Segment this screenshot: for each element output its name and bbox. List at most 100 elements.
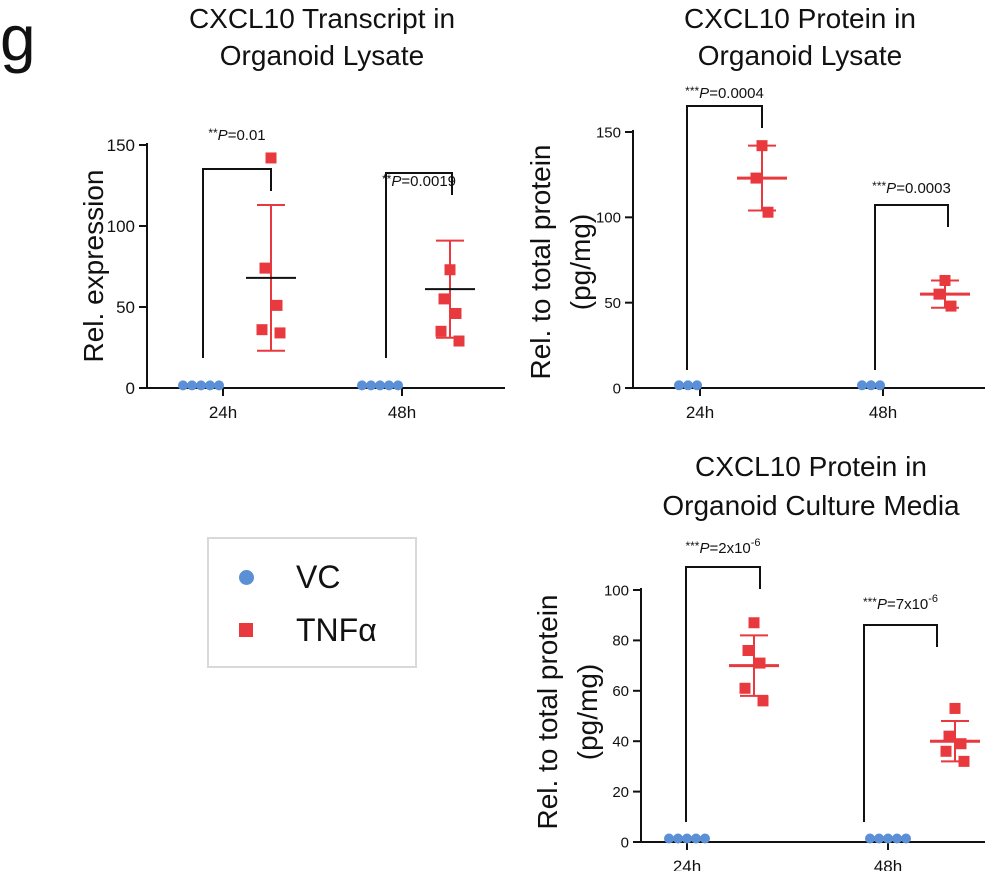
tnfa-data-point	[750, 172, 762, 184]
y-axis-label: (pg/mg)	[565, 214, 596, 310]
vc-data-point	[682, 833, 692, 844]
tnfa-data-point	[256, 324, 268, 336]
significance-bracket	[874, 204, 949, 370]
panel-letter: g	[0, 2, 36, 74]
y-axis-label: Rel. to total protein	[525, 144, 556, 379]
tnfa-data-point	[958, 755, 970, 767]
y-tick-label: 40	[612, 733, 629, 750]
tnfa-data-point	[940, 745, 952, 757]
vc-data-point	[178, 380, 188, 391]
tnfa-data-point	[949, 702, 961, 714]
vc-data-point	[901, 833, 911, 844]
legend-label-tnfa: TNFα	[296, 612, 377, 648]
y-tick-label: 80	[612, 633, 629, 650]
p-value-annotation: **P=0.01	[208, 126, 265, 144]
chart-panel-2: CXCL10 Protein in Organoid Lysate Rel. to …	[525, 3, 985, 422]
chart-title: CXCL10 Protein in	[684, 3, 916, 34]
chart-panel-1: CXCL10 Transcript in Organoid Lysate Rel. …	[78, 3, 505, 422]
tnfa-data-point	[955, 738, 967, 750]
tnfa-data-point	[748, 617, 760, 629]
tnfa-data-point	[453, 335, 465, 347]
tnfa-data-point	[756, 140, 768, 152]
p-value-annotation: ***P=0.0004	[685, 84, 764, 102]
vc-data-point	[875, 380, 885, 391]
vc-data-point	[375, 380, 385, 391]
tnfa-data-point	[943, 730, 955, 742]
tnfa-data-point	[739, 682, 751, 694]
tnfa-data-point	[945, 300, 957, 312]
tnfa-data-point	[435, 325, 447, 337]
y-tick-label: 0	[126, 379, 135, 398]
vc-data-point	[892, 833, 902, 844]
legend-item-vc: VC	[239, 561, 340, 593]
tnfa-data-point	[933, 288, 945, 300]
chart-panel-3: CXCL10 Protein in Organoid Culture Media R…	[532, 451, 985, 871]
y-axis-label: (pg/mg)	[572, 664, 603, 760]
vc-data-point	[674, 380, 684, 391]
x-tick-label: 48h	[874, 857, 902, 871]
y-tick-label: 50	[116, 298, 135, 317]
significance-bracket	[685, 566, 761, 822]
chart-title: Organoid Lysate	[698, 40, 902, 71]
y-tick-label: 60	[612, 683, 629, 700]
vc-data-point	[865, 833, 875, 844]
x-tick-label: 24h	[686, 403, 714, 422]
vc-data-point	[664, 833, 674, 844]
vc-circle-marker	[239, 569, 254, 585]
y-tick-label: 0	[613, 380, 621, 397]
vc-data-point	[393, 380, 403, 391]
tnfa-data-point	[450, 307, 462, 319]
vc-data-point	[700, 833, 710, 844]
legend-item-tnfa: TNFα	[239, 614, 377, 646]
p-value-annotation: ***P=2x10-6	[685, 537, 760, 557]
significance-bracket	[686, 105, 763, 370]
y-tick-label: 50	[604, 295, 621, 312]
tnfa-data-point	[757, 695, 769, 707]
tnfa-data-point	[265, 152, 277, 164]
tnfa-data-point	[742, 644, 754, 656]
tnfa-square-marker	[239, 623, 253, 637]
vc-data-point	[692, 380, 702, 391]
chart-title: CXCL10 Protein in	[695, 451, 927, 482]
legend-label-vc: VC	[296, 559, 341, 595]
x-tick-label: 48h	[869, 403, 897, 422]
y-tick-label: 100	[596, 210, 621, 227]
tnfa-data-point	[438, 293, 450, 305]
tnfa-data-point	[274, 327, 286, 339]
tnfa-data-point	[939, 274, 951, 286]
y-axis-label: Rel. expression	[78, 170, 109, 363]
significance-bracket	[863, 624, 938, 822]
p-value-annotation: ***P=7x10-6	[863, 593, 938, 613]
y-tick-label: 150	[107, 136, 135, 155]
chart-title: Organoid Lysate	[220, 40, 424, 71]
tnfa-data-point	[762, 206, 774, 218]
significance-bracket	[385, 172, 453, 358]
y-tick-label: 100	[604, 582, 629, 599]
x-tick-label: 48h	[388, 403, 416, 422]
y-tick-label: 0	[621, 834, 629, 851]
chart-title: CXCL10 Transcript in	[189, 3, 455, 34]
vc-data-point	[214, 380, 224, 391]
tnfa-data-point	[444, 264, 456, 276]
vc-data-point	[196, 380, 206, 391]
vc-data-point	[683, 380, 693, 391]
vc-data-point	[883, 833, 893, 844]
vc-data-point	[357, 380, 367, 391]
p-value-annotation: ***P=0.0003	[872, 179, 951, 197]
vc-data-point	[673, 833, 683, 844]
vc-data-point	[691, 833, 701, 844]
vc-data-point	[857, 380, 867, 391]
p-value-annotation: **P=0.0019	[382, 172, 456, 190]
y-tick-label: 150	[596, 124, 621, 141]
y-tick-label: 20	[612, 784, 629, 801]
tnfa-data-point	[754, 657, 766, 669]
y-axis-label: Rel. to total protein	[532, 594, 563, 829]
tnfa-data-point	[259, 262, 271, 274]
vc-data-point	[866, 380, 876, 391]
tnfa-data-point	[271, 299, 283, 311]
vc-data-point	[384, 380, 394, 391]
y-tick-label: 100	[107, 217, 135, 236]
vc-data-point	[366, 380, 376, 391]
legend: VC TNFα	[207, 537, 417, 668]
